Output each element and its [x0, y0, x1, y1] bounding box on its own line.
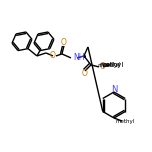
Text: methyl: methyl: [115, 119, 135, 124]
Text: O: O: [82, 69, 88, 78]
Text: NH: NH: [73, 54, 85, 62]
Text: methyl: methyl: [100, 62, 124, 68]
Text: N: N: [111, 85, 117, 93]
Text: methyl: methyl: [97, 63, 119, 68]
Text: O: O: [50, 51, 56, 60]
Text: O: O: [100, 62, 106, 71]
Text: O: O: [61, 38, 67, 47]
Text: methyl: methyl: [101, 62, 121, 67]
